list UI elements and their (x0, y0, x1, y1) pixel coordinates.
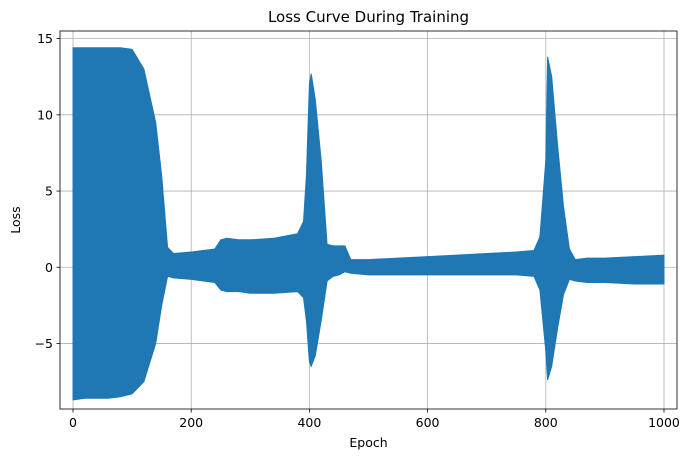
x-tick-label: 200 (179, 415, 203, 430)
y-tick-label: 0 (45, 260, 53, 275)
y-tick-label: 5 (45, 184, 53, 199)
x-axis-label: Epoch (349, 435, 387, 450)
x-tick-label: 400 (297, 415, 321, 430)
y-axis-ticks: −5 0 5 10 15 (35, 31, 60, 351)
x-tick-label: 600 (416, 415, 440, 430)
chart-title: Loss Curve During Training (268, 8, 469, 26)
y-tick-label: 10 (37, 107, 53, 122)
series-loss-band (72, 47, 665, 401)
plot-area (72, 47, 665, 401)
x-tick-label: 1000 (648, 415, 680, 430)
x-tick-label: 0 (69, 415, 77, 430)
x-axis-ticks: 0 200 400 600 800 1000 (69, 409, 680, 430)
y-tick-label: −5 (35, 336, 53, 351)
y-axis-label: Loss (8, 206, 23, 233)
axes-frame (59, 30, 678, 410)
x-tick-label: 800 (534, 415, 558, 430)
y-tick-label: 15 (37, 31, 53, 46)
